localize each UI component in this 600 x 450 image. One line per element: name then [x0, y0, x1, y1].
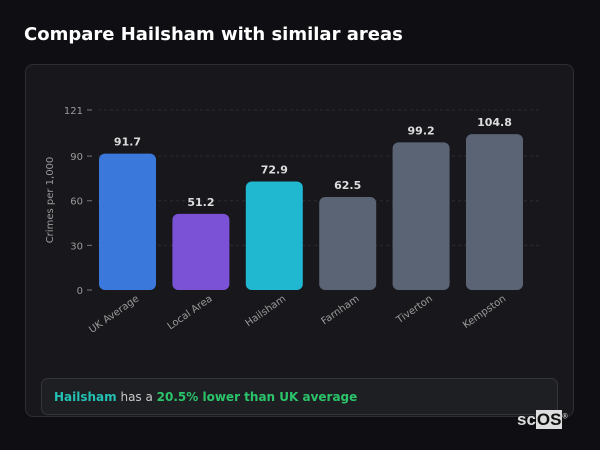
data-label: 72.9	[261, 164, 288, 177]
summary-box: Hailsham has a 20.5% lower than UK avera…	[41, 378, 558, 415]
x-tick-label: Kempston	[461, 293, 508, 331]
bar	[245, 181, 303, 290]
x-tick-label: UK Average	[87, 293, 141, 335]
data-label: 51.2	[187, 196, 214, 209]
bar	[392, 142, 450, 290]
data-label: 91.7	[114, 136, 141, 149]
bar	[319, 197, 377, 290]
y-tick-label: 30	[70, 241, 83, 252]
logo: scOS®	[517, 410, 568, 429]
x-tick-label: Tiverton	[394, 293, 435, 326]
x-tick-label: Farnham	[320, 293, 362, 327]
x-tick-label: Hailsham	[244, 293, 289, 329]
bar	[99, 153, 156, 290]
bar	[466, 134, 523, 290]
y-tick-label: 90	[70, 152, 83, 163]
summary-text: has a	[116, 390, 157, 404]
bar	[172, 213, 230, 290]
summary-area: Hailsham	[54, 390, 117, 404]
data-label: 99.2	[408, 124, 435, 137]
page-title: Compare Hailsham with similar areas	[24, 24, 403, 45]
x-tick-label: Local Area	[166, 293, 215, 332]
data-label: 62.5	[334, 179, 361, 192]
y-tick-label: 60	[70, 197, 83, 208]
data-label: 104.8	[477, 116, 512, 129]
y-tick-label: 0	[77, 286, 83, 297]
y-tick-label: 121	[64, 106, 83, 117]
summary-comparison: 20.5% lower than UK average	[156, 390, 358, 404]
y-axis-label: Crimes per 1,000	[45, 157, 56, 244]
